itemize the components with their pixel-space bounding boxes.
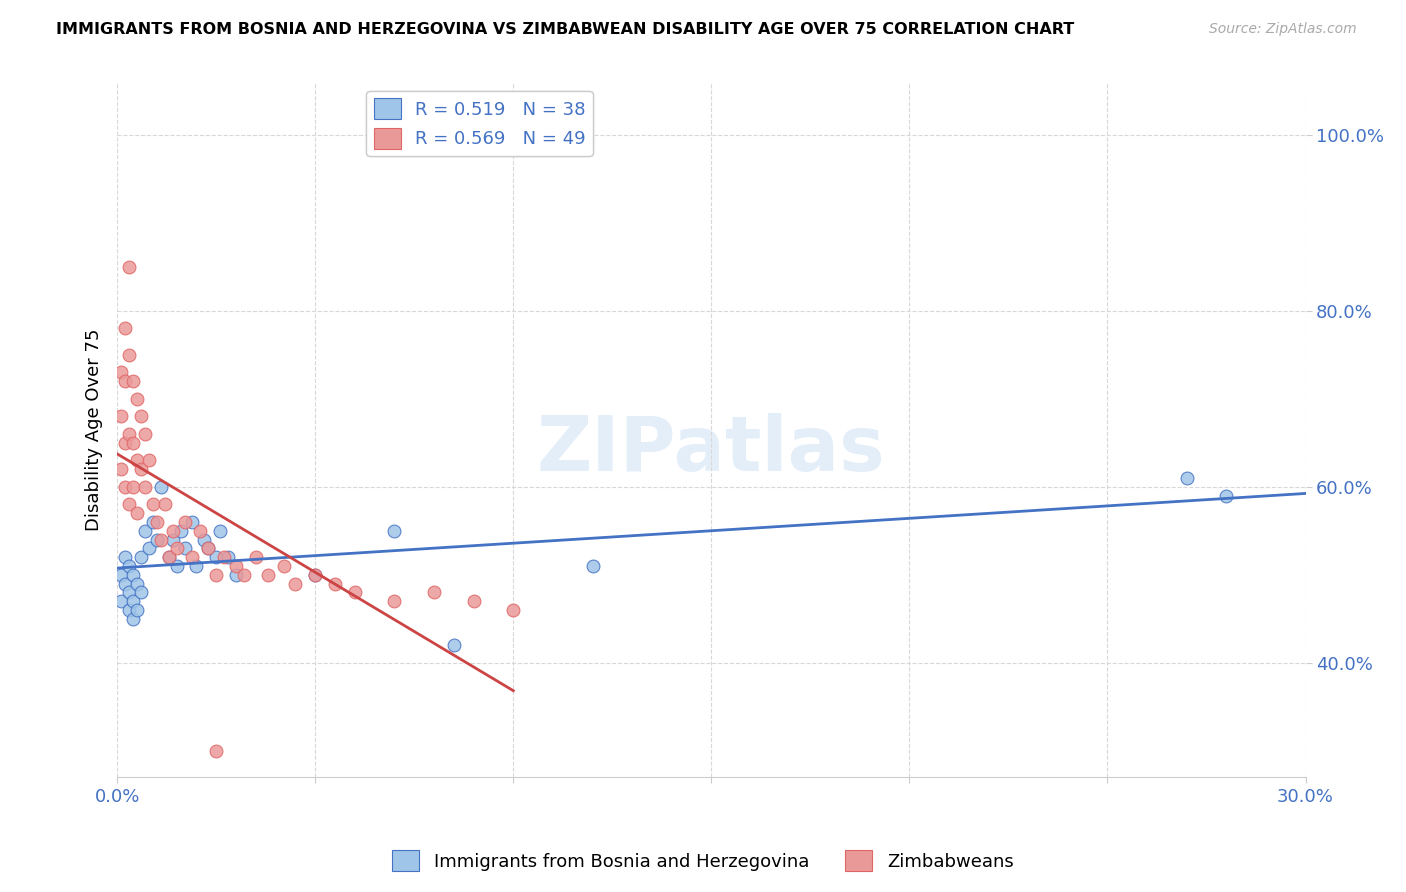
Point	[384, 524, 406, 538]
Point	[149, 480, 172, 494]
Point	[118, 603, 141, 617]
Point	[114, 480, 136, 494]
Point	[110, 365, 132, 379]
Point	[118, 497, 141, 511]
Point	[1215, 489, 1237, 503]
Text: IMMIGRANTS FROM BOSNIA AND HERZEGOVINA VS ZIMBABWEAN DISABILITY AGE OVER 75 CORR: IMMIGRANTS FROM BOSNIA AND HERZEGOVINA V…	[56, 22, 1074, 37]
Point	[225, 567, 247, 582]
Point	[134, 480, 156, 494]
Point	[125, 576, 148, 591]
Point	[205, 744, 228, 758]
Point	[181, 515, 204, 529]
Y-axis label: Disability Age Over 75: Disability Age Over 75	[86, 328, 103, 531]
Point	[233, 567, 256, 582]
Point	[114, 374, 136, 388]
Point	[197, 541, 219, 556]
Point	[304, 567, 326, 582]
Point	[110, 594, 132, 608]
Point	[125, 392, 148, 406]
Point	[110, 409, 132, 424]
Point	[323, 576, 346, 591]
Point	[197, 541, 219, 556]
Point	[443, 638, 465, 652]
Point	[153, 497, 176, 511]
Point	[581, 559, 603, 574]
Point	[134, 427, 156, 442]
Point	[114, 321, 136, 335]
Point	[343, 585, 366, 599]
Point	[125, 603, 148, 617]
Point	[110, 567, 132, 582]
Point	[114, 576, 136, 591]
Point	[142, 497, 165, 511]
Point	[217, 550, 239, 565]
Point	[149, 533, 172, 547]
Point	[304, 567, 326, 582]
Point	[502, 603, 524, 617]
Point	[114, 435, 136, 450]
Text: Source: ZipAtlas.com: Source: ZipAtlas.com	[1209, 22, 1357, 37]
Point	[186, 559, 208, 574]
Point	[125, 453, 148, 467]
Point	[212, 550, 235, 565]
Point	[193, 533, 215, 547]
Point	[173, 515, 195, 529]
Point	[118, 348, 141, 362]
Point	[181, 550, 204, 565]
Point	[166, 559, 188, 574]
Point	[162, 524, 184, 538]
Point	[284, 576, 307, 591]
Point	[122, 374, 145, 388]
Point	[138, 453, 160, 467]
Point	[169, 524, 191, 538]
Point	[118, 559, 141, 574]
Point	[118, 427, 141, 442]
Point	[118, 585, 141, 599]
Point	[157, 550, 180, 565]
Point	[125, 506, 148, 520]
Point	[129, 409, 152, 424]
Point	[205, 550, 228, 565]
Point	[146, 533, 169, 547]
Point	[114, 550, 136, 565]
Point	[273, 559, 295, 574]
Point	[122, 594, 145, 608]
Point	[384, 594, 406, 608]
Point	[129, 585, 152, 599]
Point	[122, 567, 145, 582]
Point	[1175, 471, 1198, 485]
Point	[225, 559, 247, 574]
Point	[423, 585, 446, 599]
Point	[146, 515, 169, 529]
Point	[256, 567, 278, 582]
Point	[129, 462, 152, 476]
Point	[122, 480, 145, 494]
Point	[463, 594, 485, 608]
Point	[157, 550, 180, 565]
Point	[245, 550, 267, 565]
Point	[142, 515, 165, 529]
Point	[122, 435, 145, 450]
Point	[205, 567, 228, 582]
Legend: R = 0.519   N = 38, R = 0.569   N = 49: R = 0.519 N = 38, R = 0.569 N = 49	[367, 91, 593, 156]
Point	[209, 524, 232, 538]
Point	[110, 462, 132, 476]
Point	[166, 541, 188, 556]
Point	[118, 260, 141, 274]
Point	[129, 550, 152, 565]
Legend: Immigrants from Bosnia and Herzegovina, Zimbabweans: Immigrants from Bosnia and Herzegovina, …	[385, 843, 1021, 879]
Point	[122, 612, 145, 626]
Point	[162, 533, 184, 547]
Point	[173, 541, 195, 556]
Point	[190, 524, 212, 538]
Point	[134, 524, 156, 538]
Text: ZIPatlas: ZIPatlas	[537, 413, 886, 487]
Point	[138, 541, 160, 556]
